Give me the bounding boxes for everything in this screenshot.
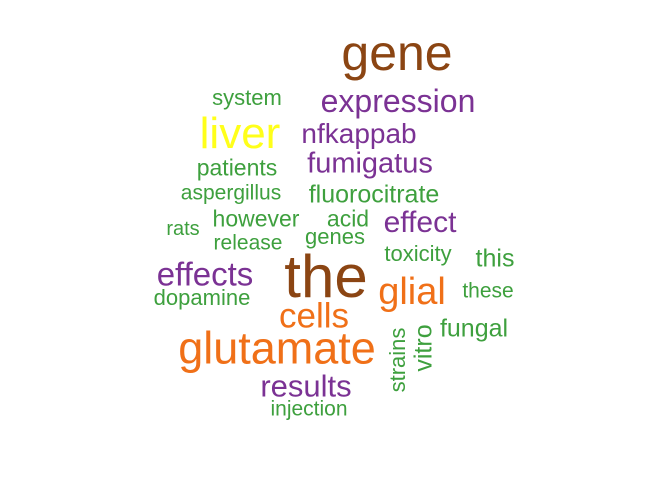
- word-this: this: [475, 244, 515, 273]
- word-glutamate: glutamate: [178, 322, 376, 374]
- word-release: release: [213, 231, 283, 255]
- word-cells: cells: [278, 296, 350, 336]
- word-toxicity: toxicity: [384, 241, 452, 266]
- word-nfkappab: nfkappab: [301, 118, 417, 149]
- word-fungal: fungal: [439, 314, 509, 343]
- word-aspergillus: aspergillus: [180, 181, 282, 205]
- word-fluorocitrate: fluorocitrate: [308, 180, 440, 209]
- word-these: these: [462, 279, 514, 303]
- word-expression: expression: [320, 83, 476, 119]
- word-dopamine: dopamine: [153, 285, 251, 310]
- word-vitro: vitro: [409, 324, 438, 372]
- word-strains: strains: [385, 327, 410, 393]
- word-glial: glial: [378, 271, 446, 313]
- word-genes: genes: [305, 224, 365, 249]
- word-results: results: [260, 368, 352, 404]
- word-effects: effects: [156, 255, 254, 293]
- word-effect: effect: [383, 206, 457, 239]
- word-liver: liver: [199, 109, 281, 158]
- word-fumigatus: fumigatus: [307, 147, 433, 180]
- word-patients: patients: [196, 154, 278, 181]
- word-however: however: [212, 205, 300, 232]
- word-gene: gene: [341, 25, 453, 81]
- word-acid: acid: [326, 205, 370, 232]
- word-the: the: [284, 243, 368, 310]
- word-rats: rats: [166, 218, 200, 240]
- word-injection: injection: [270, 397, 348, 421]
- word-system: system: [212, 85, 282, 110]
